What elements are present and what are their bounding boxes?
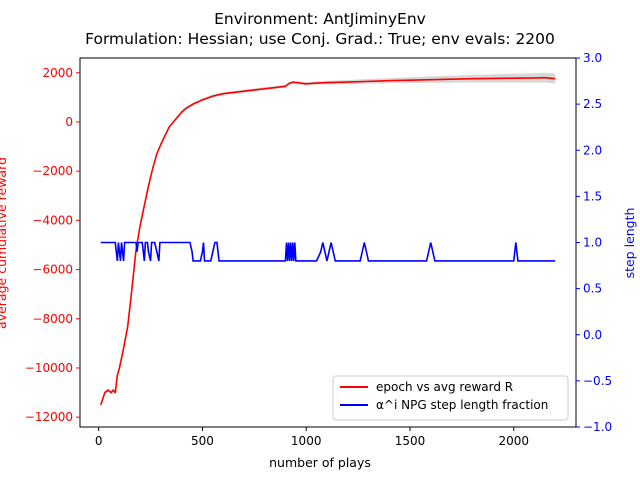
y-right-tick-label: 3.0 [583,51,602,65]
y-right-tick-label: 2.0 [583,143,602,157]
y-left-tick-label: −10000 [25,361,73,375]
y-left-tick-label: −8000 [32,312,73,326]
y-right-tick-label: 2.5 [583,97,602,111]
series-layer [99,76,556,406]
y-left-tick-label: −2000 [32,164,73,178]
x-tick-label: 2000 [498,434,529,448]
series-line-step-length [100,241,556,262]
legend-box [332,375,569,421]
x-tick-label: 1500 [395,434,426,448]
x-tick-label: 1000 [291,434,322,448]
legend-reward-label: epoch vs avg reward R [376,380,513,394]
legend-step-label: α^i NPG step length fraction [376,398,548,412]
y-right-tick-label: 0.0 [583,328,602,342]
chart-title: Environment: AntJiminyEnv [214,10,426,28]
y-left-axis-label: average cumulative reward [0,157,9,329]
legend: epoch vs avg reward R α^i NPG step lengt… [332,375,569,421]
y-right-tick-label: 1.0 [583,236,602,250]
y-left-tick-label: 2000 [42,66,73,80]
y-left-tick-label: −12000 [25,410,73,424]
x-axis-label: number of plays [269,455,371,470]
x-tick-label: 0 [95,434,103,448]
y-left-tick-label: −4000 [32,213,73,227]
y-right-tick-label: −0.5 [583,374,612,388]
chart-subtitle: Formulation: Hessian; use Conj. Grad.: T… [85,30,555,48]
series-line-reward [99,76,556,406]
y-left-tick-label: −6000 [32,263,73,277]
y-right-tick-label: 0.5 [583,282,602,296]
y-right-tick-label: −1.0 [583,420,612,434]
y-right-tick-label: 1.5 [583,189,602,203]
axes: 0 500 1000 1500 2000 −12000 −10000 −8000 −6000 −4… [25,51,612,448]
x-tick-label: 500 [191,434,214,448]
y-right-axis-label: step length [622,208,637,279]
y-left-tick-label: 0 [65,115,73,129]
